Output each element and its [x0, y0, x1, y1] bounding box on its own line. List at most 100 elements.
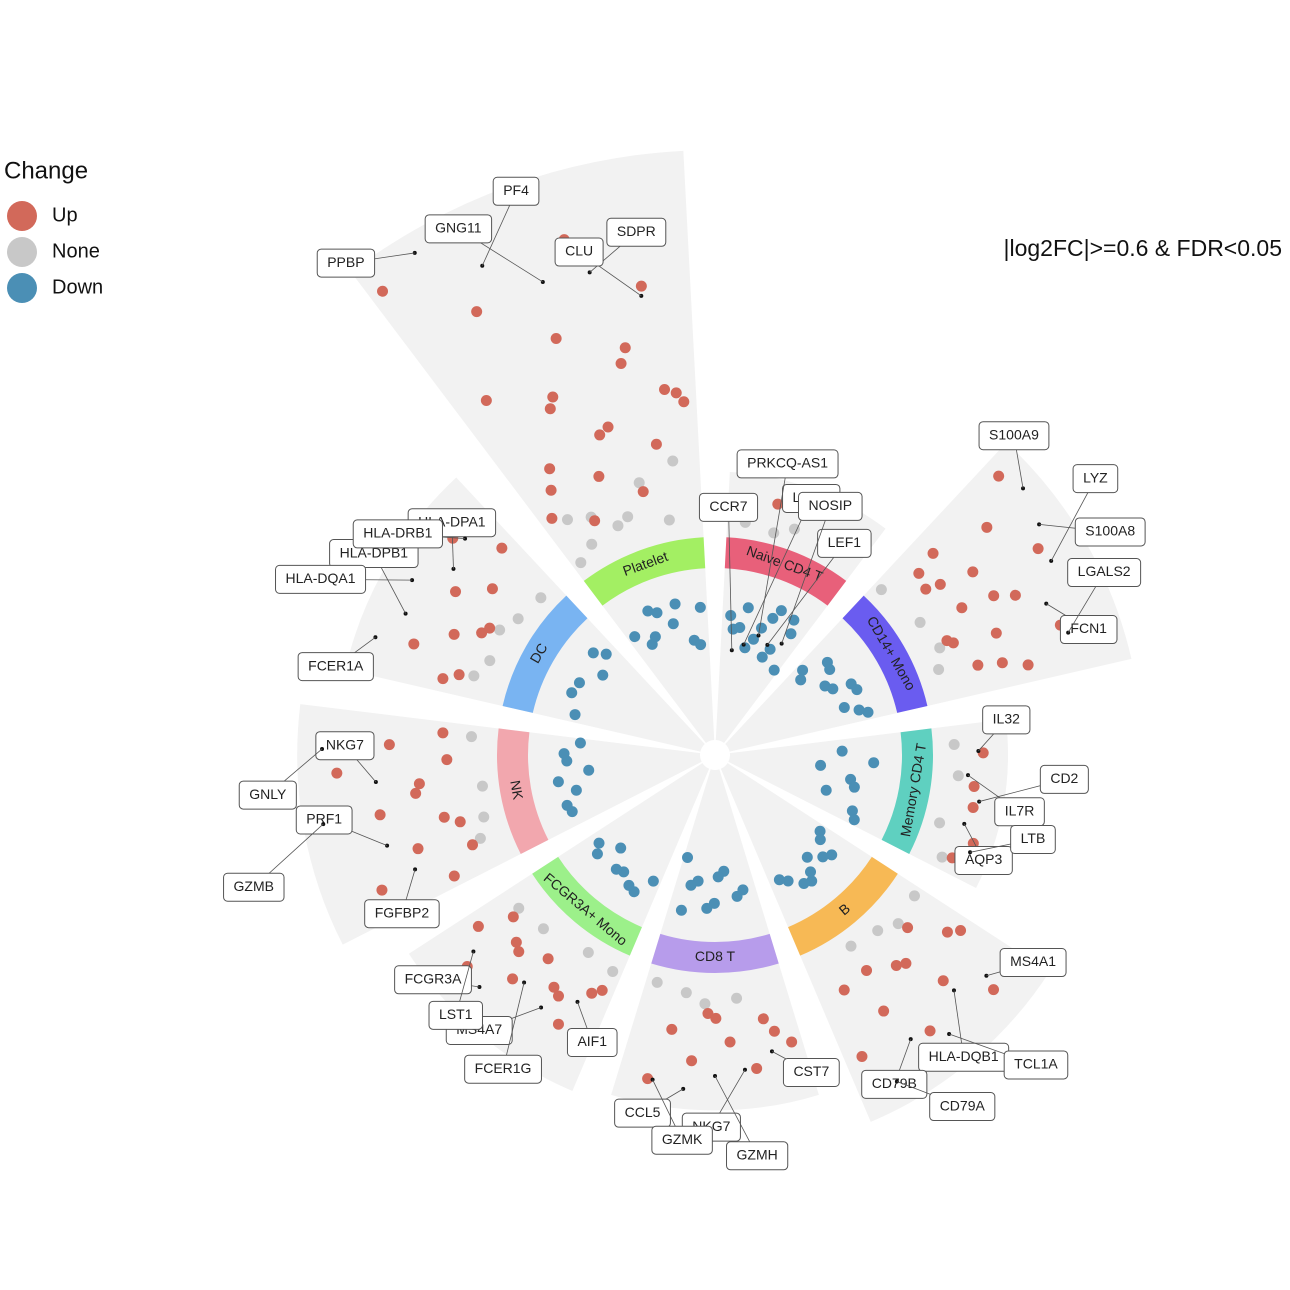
- gene-point: [990, 627, 1002, 639]
- cluster-band: [724, 537, 847, 606]
- gene-point: [376, 884, 388, 896]
- gene-point: [637, 486, 649, 498]
- gene-label: CD79B: [872, 1075, 917, 1091]
- gene-point: [610, 863, 622, 875]
- gene-point: [795, 674, 807, 686]
- gene-point: [675, 904, 687, 916]
- gene-point: [454, 816, 466, 828]
- gene-label: GZMH: [737, 1146, 778, 1162]
- gene-point: [412, 843, 424, 855]
- gene-point: [927, 547, 939, 559]
- gene-point: [629, 631, 641, 643]
- gene-point: [546, 512, 558, 524]
- gene-point: [552, 776, 564, 788]
- gene-point: [615, 842, 627, 854]
- gene-label: CCL5: [625, 1104, 661, 1120]
- label-leader: [743, 498, 812, 645]
- gene-label: LST1: [439, 1006, 473, 1022]
- gene-point: [607, 965, 619, 977]
- gene-label: FCGR3A: [405, 970, 462, 986]
- points: [331, 234, 1066, 1087]
- gene-point: [710, 1012, 722, 1024]
- gene-point: [494, 624, 506, 636]
- gene-label-box: [1074, 517, 1146, 547]
- gene-point: [667, 618, 679, 630]
- gene-point: [814, 825, 826, 837]
- gene-point: [848, 814, 860, 826]
- gene-label-box: [275, 564, 367, 594]
- gene-point: [827, 683, 839, 695]
- gene-label-box: [297, 652, 374, 682]
- gene-label-box: [736, 449, 839, 479]
- gene-label-box: [238, 780, 297, 810]
- gene-point: [623, 879, 635, 891]
- gene-label: NOSIP: [808, 497, 852, 513]
- gene-point: [453, 669, 465, 681]
- sector-background: [408, 763, 710, 1091]
- gene-point: [437, 727, 449, 739]
- gene-point: [914, 616, 926, 628]
- gene-point: [788, 523, 800, 535]
- gene-point: [682, 851, 694, 863]
- gene-point: [484, 655, 496, 667]
- gene-point: [820, 784, 832, 796]
- gene-point: [952, 770, 964, 782]
- cluster-band: [502, 595, 588, 713]
- gene-point: [856, 1050, 868, 1062]
- gene-point: [972, 659, 984, 671]
- gene-point: [815, 759, 827, 771]
- gene-label: CST7: [793, 1063, 829, 1079]
- gene-point: [701, 902, 713, 914]
- gene-point: [448, 870, 460, 882]
- gene-point: [476, 780, 488, 792]
- gene-labels: PPBPPF4GNG11SDPRCLUCCR7LDHBPRKCQ-AS1LEF1…: [223, 176, 1146, 1171]
- gene-label-box: [929, 1092, 996, 1122]
- gene-point: [678, 396, 690, 408]
- gene-point: [558, 748, 570, 760]
- gene-point: [948, 739, 960, 751]
- gene-point: [685, 879, 697, 891]
- gene-point: [575, 557, 587, 569]
- gene-point: [817, 851, 829, 863]
- gene-label-box: [999, 948, 1067, 978]
- gene-label-box: [492, 176, 540, 206]
- gene-label-box: [1067, 558, 1142, 588]
- legend-title: Change: [4, 157, 88, 184]
- gene-point: [622, 511, 634, 523]
- gene-point: [913, 567, 925, 579]
- gene-label: PPBP: [327, 254, 364, 270]
- gene-point: [767, 612, 779, 624]
- gene-point: [934, 642, 946, 654]
- gene-point: [947, 637, 959, 649]
- gene-point: [667, 455, 679, 467]
- gene-point: [838, 984, 850, 996]
- gene-point: [583, 764, 595, 776]
- gene-point: [666, 1023, 678, 1035]
- label-leader: [767, 543, 845, 646]
- gene-point: [450, 586, 462, 598]
- gene-label-box: [394, 965, 472, 995]
- gene-point: [550, 332, 562, 344]
- gene-point: [786, 1036, 798, 1048]
- gene-point: [924, 1025, 936, 1037]
- cluster-band: [788, 856, 898, 956]
- gene-point: [615, 358, 627, 370]
- gene-point: [845, 940, 857, 952]
- gene-point: [933, 663, 945, 675]
- gene-point: [468, 670, 480, 682]
- gene-label: HLA-DQB1: [929, 1048, 999, 1064]
- gene-point: [993, 470, 1005, 482]
- gene-point: [507, 973, 519, 985]
- gene-point: [574, 737, 586, 749]
- gene-label: AIF1: [577, 1033, 607, 1049]
- gene-point: [600, 648, 612, 660]
- gene-point: [731, 890, 743, 902]
- cluster-band: [583, 537, 706, 606]
- legend-swatch: [7, 273, 37, 303]
- gene-point: [941, 926, 953, 938]
- gene-point: [955, 924, 967, 936]
- gene-point: [797, 664, 809, 676]
- gene-point: [582, 946, 594, 958]
- gene-point: [476, 627, 488, 639]
